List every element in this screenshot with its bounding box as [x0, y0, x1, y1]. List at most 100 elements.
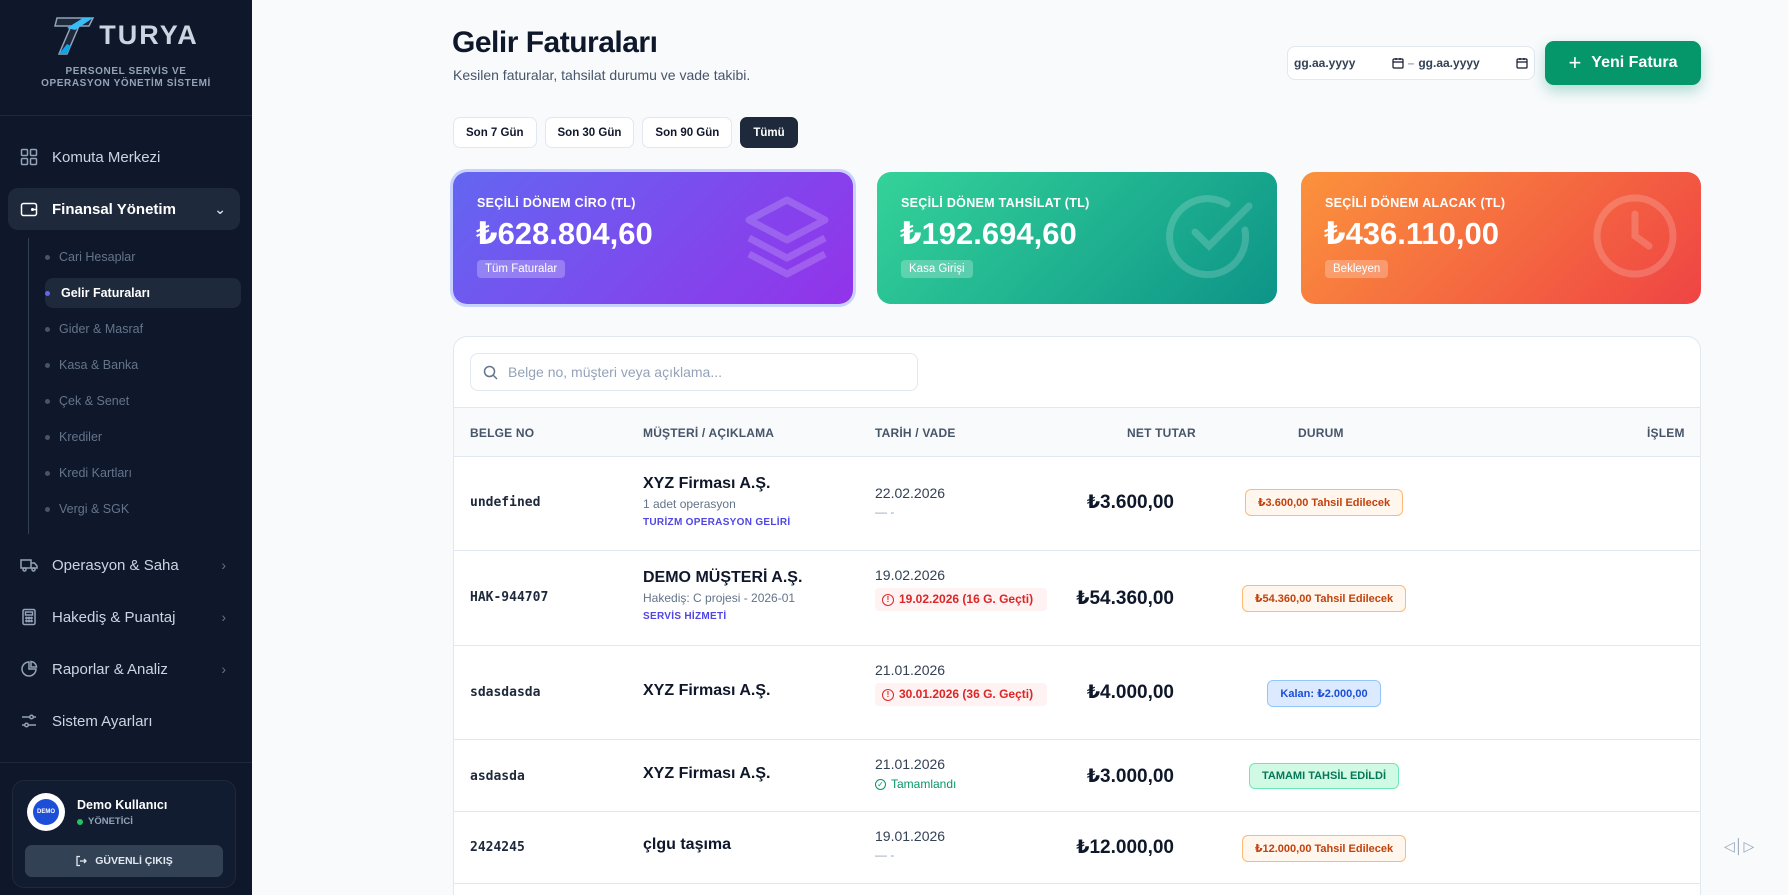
subitem-vergi-sgk[interactable]: Vergi & SGK [45, 494, 241, 524]
customer-cell: DEMO MÜŞTERİ A.Ş. Hakediş: C projesi - 2… [643, 569, 802, 622]
doc-no: HAK-944707 [470, 590, 549, 605]
customer-name: XYZ Firması A.Ş. [643, 475, 771, 492]
table-row[interactable]: asdasda XYZ Firması A.Ş. 21.01.2026 ✓ Ta… [454, 740, 1700, 812]
table-row[interactable]: sdasdasda XYZ Firması A.Ş. 21.01.2026 30… [454, 646, 1700, 740]
page-title: Gelir Faturaları [452, 26, 658, 59]
collection-card[interactable]: SEÇİLİ DÖNEM TAHSİLAT (TL) ₺192.694,60 K… [877, 172, 1277, 304]
new-invoice-label: Yeni Fatura [1591, 54, 1678, 71]
doc-no: 2424245 [470, 840, 525, 855]
subitem-cek-senet[interactable]: Çek & Senet [45, 386, 241, 416]
search-input[interactable]: Belge no, müşteri veya açıklama... [470, 353, 918, 391]
invoice-date: 21.01.2026 [875, 756, 946, 772]
col-date[interactable]: TARİH / VADE [875, 426, 956, 440]
filter-last-30-days[interactable]: Son 30 Gün [544, 117, 635, 148]
clock-icon [1593, 194, 1677, 278]
chevron-down-icon: ⌄ [214, 200, 226, 217]
col-doc-no[interactable]: BELGE NO [470, 426, 535, 440]
sidebar-item-label: Sistem Ayarları [52, 712, 153, 730]
sidebar-item-finansal-yonetim[interactable]: Finansal Yönetim ⌄ [8, 188, 240, 230]
subitem-kredi-kartlari[interactable]: Kredi Kartları [45, 458, 241, 488]
subitem-kasa-banka[interactable]: Kasa & Banka [45, 350, 241, 380]
user-panel: DEMO Demo Kullanıcı YÖNETİCİ GÜVENLİ ÇIK… [12, 780, 236, 888]
customer-cell: XYZ Firması A.Ş. 1 adet operasyon TURİZM… [643, 475, 790, 528]
status-cell: ₺3.600,00 Tahsil Edilecek [1194, 489, 1454, 516]
table-row[interactable]: undefined XYZ Firması A.Ş. 1 adet operas… [454, 457, 1700, 551]
check-circle-icon [1166, 195, 1253, 279]
customer-name: çlgu taşıma [643, 836, 732, 853]
status-cell: Kalan: ₺2.000,00 [1194, 680, 1454, 707]
doc-no: undefined [470, 495, 541, 510]
invoice-date: 21.01.2026 [875, 662, 946, 678]
table-header: BELGE NO MÜŞTERİ / AÇIKLAMA TARİH / VADE… [454, 407, 1700, 457]
completed-status: ✓ Tamamlandı [875, 777, 956, 791]
sidebar-item-label: Komuta Merkezi [52, 148, 161, 166]
logout-button[interactable]: GÜVENLİ ÇIKIŞ [25, 845, 223, 877]
card-tag: Kasa Girişi [901, 260, 973, 278]
sidebar-nav: Komuta Merkezi Finansal Yönetim ⌄ Cari H… [8, 136, 241, 752]
status-badge: Kalan: ₺2.000,00 [1267, 680, 1381, 707]
subitem-gider-masraf[interactable]: Gider & Masraf [45, 314, 241, 344]
date-cell: 21.01.2026 30.01.2026 (36 G. Geçti) [875, 662, 1047, 706]
sliders-icon [20, 712, 38, 730]
card-label: SEÇİLİ DÖNEM ALACAK (TL) [1325, 196, 1506, 210]
completed-label: Tamamlandı [891, 777, 957, 791]
filter-last-7-days[interactable]: Son 7 Gün [453, 117, 537, 148]
customer-name: DEMO MÜŞTERİ A.Ş. [643, 569, 803, 586]
sidebar-item-label: Finansal Yönetim [52, 200, 176, 218]
avatar[interactable]: DEMO [27, 793, 65, 831]
table-row[interactable]: 2424245 çlgu taşıma 19.01.2026 — - ₺12.0… [454, 812, 1700, 884]
net-amount: ₺12.000,00 [1076, 837, 1174, 858]
filter-last-90-days[interactable]: Son 90 Gün [642, 117, 733, 148]
invoice-table: Belge no, müşteri veya açıklama... BELGE… [453, 336, 1701, 895]
grid-icon [20, 148, 38, 166]
new-invoice-button[interactable]: + Yeni Fatura [1545, 41, 1701, 85]
customer-cell: XYZ Firması A.Ş. [643, 682, 770, 700]
doc-no: asdasda [470, 769, 525, 784]
sidebar-item-raporlar-analiz[interactable]: Raporlar & Analiz › [8, 648, 240, 690]
col-status[interactable]: DURUM [1298, 426, 1344, 440]
status-badge: ₺54.360,00 Tahsil Edilecek [1241, 585, 1407, 612]
status-cell: ₺54.360,00 Tahsil Edilecek [1194, 585, 1454, 612]
col-customer[interactable]: MÜŞTERİ / AÇIKLAMA [643, 426, 775, 440]
card-label: SEÇİLİ DÖNEM CİRO (TL) [477, 196, 636, 210]
status-badge: TAMAMI TAHSİL EDİLDİ [1248, 763, 1400, 789]
subitem-krediler[interactable]: Krediler [45, 422, 241, 452]
user-name: Demo Kullanıcı [77, 798, 168, 812]
brand-subtitle: PERSONEL SERVİS VE OPERASYON YÖNETİM SİS… [41, 66, 211, 89]
card-label: SEÇİLİ DÖNEM TAHSİLAT (TL) [901, 196, 1090, 210]
receivable-card[interactable]: SEÇİLİ DÖNEM ALACAK (TL) ₺436.110,00 Bek… [1301, 172, 1701, 304]
sidebar-item-komuta-merkezi[interactable]: Komuta Merkezi [8, 136, 240, 178]
calendar-icon [1516, 58, 1528, 69]
brand-name: TURYA [99, 19, 199, 50]
date-to-input[interactable]: gg.aa.yyyy [1418, 56, 1528, 70]
sidebar-item-label: Hakediş & Puantaj [52, 608, 176, 626]
revenue-card[interactable]: SEÇİLİ DÖNEM CİRO (TL) ₺628.804,60 Tüm F… [453, 172, 853, 304]
card-value: ₺192.694,60 [900, 216, 1077, 251]
filter-all[interactable]: Tümü [740, 117, 798, 148]
sidebar-item-operasyon-saha[interactable]: Operasyon & Saha › [8, 544, 240, 586]
status-badge: ₺12.000,00 Tahsil Edilecek [1241, 835, 1407, 862]
plus-icon: + [1568, 50, 1582, 75]
customer-cell: XYZ Firması A.Ş. [643, 765, 770, 783]
sidebar-item-hakedis-puantaj[interactable]: Hakediş & Puantaj › [8, 596, 240, 638]
date-from-input[interactable]: gg.aa.yyyy [1294, 56, 1404, 70]
overdue-date: 19.02.2026 (16 G. Geçti) [875, 588, 1047, 611]
calculator-icon [20, 608, 38, 626]
logout-icon [76, 855, 88, 867]
date-to-placeholder: gg.aa.yyyy [1418, 56, 1480, 70]
calendar-icon [1392, 58, 1404, 69]
date-cell: 22.02.2026 — - [875, 485, 945, 519]
due-date: — - [875, 848, 895, 862]
status-cell: TAMAMI TAHSİL EDİLDİ [1194, 763, 1454, 789]
resize-handle-icon[interactable]: ◁│▷ [1724, 838, 1755, 854]
divider [0, 762, 252, 763]
subitem-gelir-faturalari[interactable]: Gelir Faturaları [45, 278, 241, 308]
date-separator: – [1407, 56, 1415, 70]
subitem-cari-hesaplar[interactable]: Cari Hesaplar [45, 242, 241, 272]
pie-chart-icon [20, 660, 38, 678]
col-amount[interactable]: NET TUTAR [1127, 426, 1196, 440]
doc-no: sdasdasda [470, 685, 541, 700]
sidebar-item-sistem-ayarlari[interactable]: Sistem Ayarları [8, 700, 240, 742]
brand-logo[interactable]: TURYA PERSONEL SERVİS VE OPERASYON YÖNET… [0, 0, 252, 116]
table-row[interactable]: HAK-944707 DEMO MÜŞTERİ A.Ş. Hakediş: C … [454, 551, 1700, 646]
